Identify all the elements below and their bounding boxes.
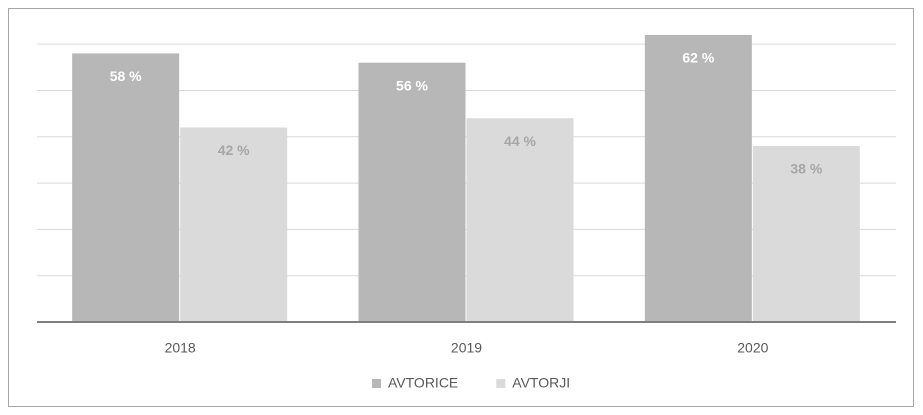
bar [466,118,574,322]
data-label: 42 % [218,142,250,158]
bar [180,127,288,322]
data-label: 44 % [504,133,536,149]
legend-swatch [372,379,381,388]
data-label: 56 % [396,77,428,93]
legend-label: AVTORICE [388,375,458,391]
data-label: 58 % [110,68,142,84]
bar [358,62,466,323]
x-tick-label: 2019 [451,340,482,356]
legend-swatch [496,379,506,388]
bar [72,53,180,323]
bar [644,34,752,323]
x-tick-label: 2020 [737,340,768,356]
bar [752,146,860,322]
x-tick-label: 2018 [165,340,196,356]
legend-label: AVTORJI [512,375,570,391]
data-label: 62 % [682,50,714,66]
data-label: 38 % [790,161,822,177]
